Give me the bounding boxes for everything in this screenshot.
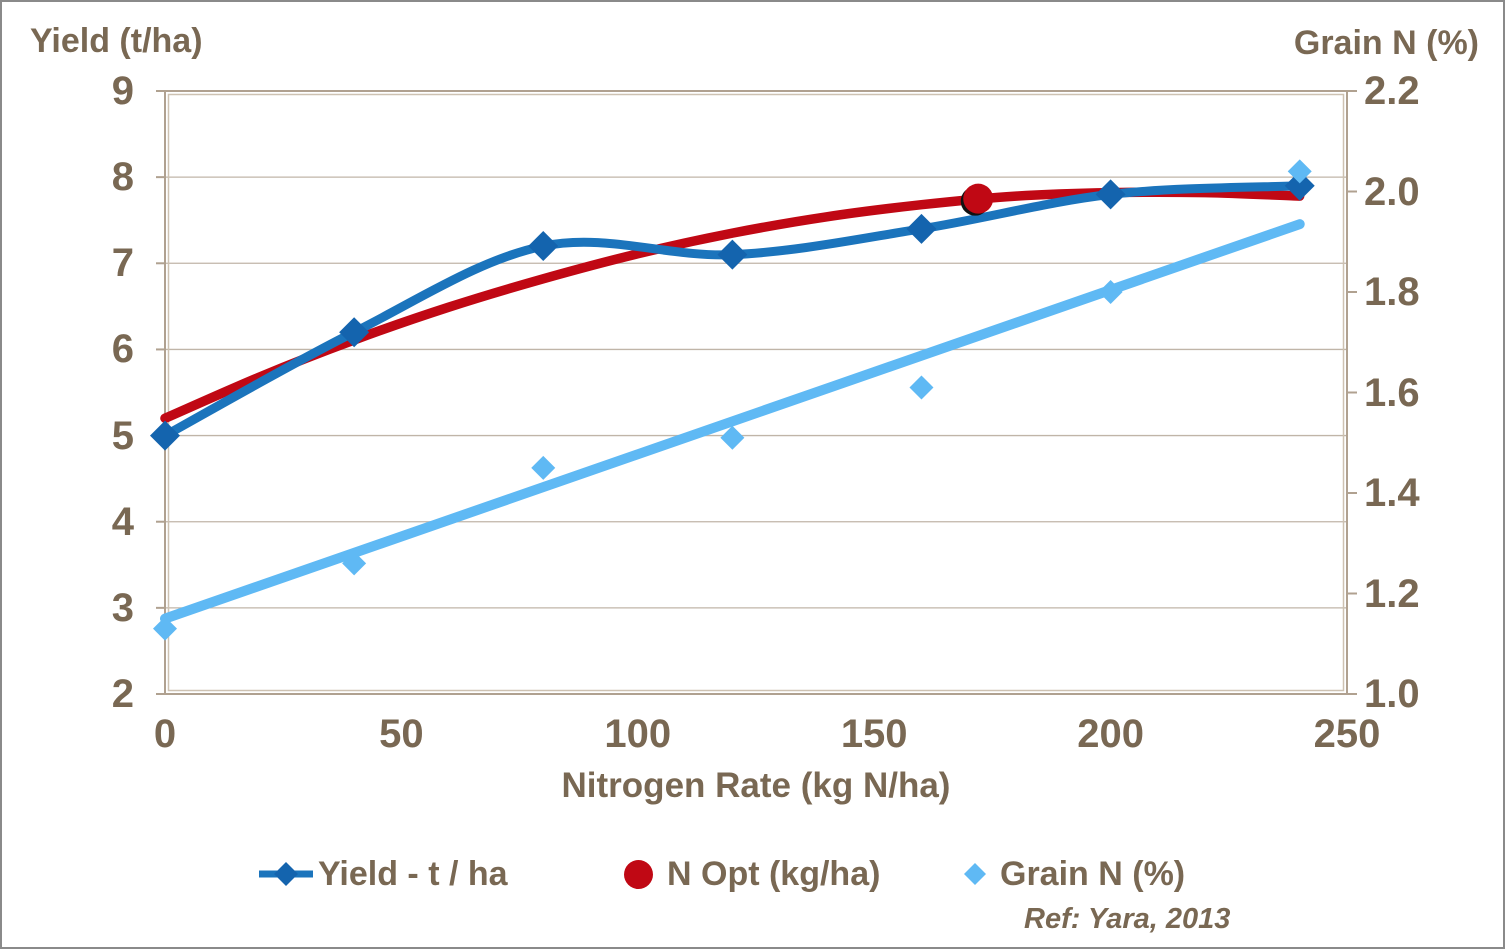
right-axis-tick-label: 1.2: [1364, 571, 1420, 616]
left-axis-tick-label: 2: [111, 672, 134, 716]
left-axis-tick-label: 5: [111, 413, 134, 458]
right-axis-tick-label: 2.2: [1364, 69, 1420, 113]
grain-diamond-marker-icon: [964, 863, 986, 885]
right-axis-tick-label: 1.8: [1364, 270, 1420, 314]
x-axis-tick-label: 250: [1313, 712, 1381, 756]
grain-n-marker: [1098, 280, 1123, 304]
legend: Yield - t / ha N Opt (kg/ha) Grain N (%): [2, 850, 1503, 898]
x-axis-tick-label: 0: [153, 712, 177, 756]
left-axis-tick-label: 8: [111, 155, 134, 200]
left-axis-tick-label: 6: [111, 327, 134, 372]
right-axis-tick-label: 1.0: [1364, 672, 1420, 716]
x-axis-title: Nitrogen Rate (kg N/ha): [561, 766, 951, 805]
legend-label-nopt: N Opt (kg/ha): [667, 854, 881, 893]
yield-marker: [150, 420, 180, 451]
legend-item-yield: Yield - t / ha: [258, 850, 508, 898]
left-axis-title: Yield (t/ha): [30, 22, 203, 60]
grain-n-marker: [909, 375, 934, 400]
yield-marker: [528, 231, 559, 262]
x-axis-tick-label: 200: [1077, 712, 1144, 756]
yield-line-marker-icon: [259, 862, 313, 886]
yield-line: [160, 181, 1305, 441]
n-opt-curve: [160, 187, 1305, 424]
grain-n-marker: [1287, 159, 1312, 184]
left-axis-tick-label: 7: [111, 241, 134, 286]
grain-n-marker: [153, 616, 177, 641]
x-axis-tick-label: 100: [604, 712, 672, 756]
x-axis-tick-label: 150: [840, 712, 908, 756]
yield-marker: [1095, 179, 1126, 210]
n-opt-dot: [963, 183, 994, 214]
grain-n-marker: [720, 425, 745, 450]
yield-marker: [339, 317, 370, 348]
right-axis-tick-label: 1.4: [1364, 471, 1420, 515]
grain-n-marker: [342, 551, 367, 576]
reference-footnote: Ref: Yara, 2013: [1024, 903, 1231, 935]
grain-n-trend-line: [160, 219, 1305, 624]
yield-marker: [717, 239, 748, 270]
yield-marker: [1284, 170, 1315, 201]
legend-label-yield: Yield - t / ha: [318, 854, 508, 893]
left-axis-tick-label: 3: [111, 585, 134, 630]
right-axis-tick-label: 1.6: [1364, 370, 1420, 415]
left-axis-tick-label: 4: [111, 499, 134, 544]
x-axis-tick-label: 50: [379, 712, 424, 756]
grain-n-marker: [531, 455, 556, 480]
right-axis-title: Grain N (%): [1293, 24, 1479, 62]
yield-marker: [906, 213, 937, 244]
plot-border-outer: [164, 90, 1348, 695]
right-axis-tick-label: 2.0: [1364, 169, 1420, 214]
legend-label-grain: Grain N (%): [1000, 854, 1186, 893]
legend-item-grain: Grain N (%): [963, 850, 1185, 898]
legend-item-nopt: N Opt (kg/ha): [624, 850, 880, 898]
left-axis-tick-label: 9: [111, 69, 134, 113]
plot-border-inner: [167, 93, 1345, 692]
nopt-circle-marker-icon: [624, 859, 653, 889]
